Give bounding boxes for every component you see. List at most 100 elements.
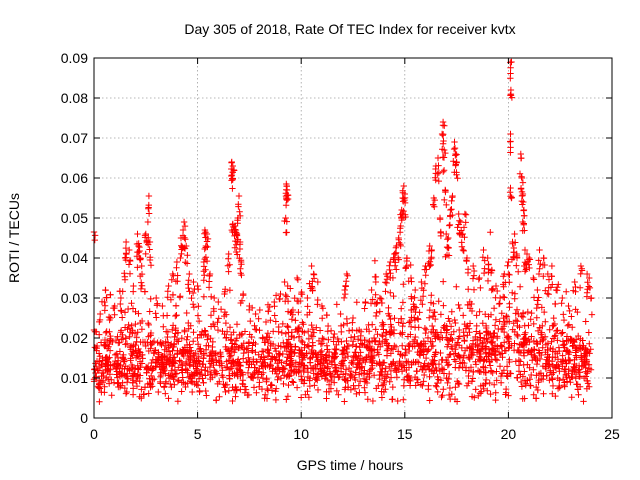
data-point	[403, 358, 410, 365]
data-point	[147, 345, 154, 352]
data-point	[583, 385, 591, 392]
data-point	[434, 379, 441, 387]
data-point	[491, 381, 498, 388]
data-point	[304, 365, 311, 372]
data-point	[558, 330, 565, 337]
data-point	[350, 352, 357, 360]
data-point	[432, 174, 439, 181]
data-point	[96, 353, 104, 360]
data-point	[520, 221, 527, 228]
data-point	[569, 343, 576, 350]
data-point	[304, 294, 311, 302]
data-point	[264, 330, 272, 337]
data-point	[454, 175, 461, 182]
data-point	[363, 343, 370, 351]
data-point	[525, 261, 532, 268]
data-point	[476, 330, 483, 337]
data-point	[545, 291, 552, 298]
data-point	[136, 348, 143, 355]
data-point	[97, 310, 104, 318]
data-point	[305, 335, 313, 343]
data-point	[231, 244, 239, 251]
data-point	[91, 232, 99, 239]
data-point	[505, 333, 512, 340]
data-point	[195, 375, 203, 382]
data-point	[588, 311, 596, 318]
data-point	[528, 347, 535, 354]
data-point	[373, 360, 380, 367]
data-point	[213, 359, 220, 366]
data-point	[406, 382, 414, 389]
data-point	[295, 324, 303, 331]
data-point	[112, 336, 120, 344]
data-point	[116, 383, 124, 391]
data-point	[101, 336, 109, 344]
data-point	[392, 343, 400, 351]
data-point	[582, 345, 589, 352]
data-point	[584, 377, 591, 385]
data-point	[542, 341, 550, 348]
data-point	[479, 254, 487, 261]
data-point	[361, 305, 368, 312]
data-point	[117, 361, 124, 369]
data-point	[126, 270, 134, 277]
data-point	[339, 351, 346, 358]
data-point	[389, 383, 396, 391]
data-point	[465, 367, 473, 374]
data-point	[492, 396, 499, 404]
data-point	[379, 333, 386, 340]
data-point	[383, 279, 390, 287]
data-point	[217, 306, 225, 313]
data-point	[472, 386, 479, 393]
data-point	[552, 332, 559, 339]
data-point	[282, 229, 290, 236]
data-point	[434, 388, 441, 396]
data-point	[492, 389, 499, 396]
data-point	[368, 286, 375, 294]
data-point	[530, 366, 537, 373]
data-point	[508, 194, 515, 202]
data-point	[396, 358, 403, 365]
data-point	[233, 369, 240, 376]
data-point	[258, 371, 265, 378]
data-point	[204, 336, 211, 343]
data-point	[437, 232, 445, 240]
data-point	[372, 326, 379, 333]
data-point	[254, 374, 262, 381]
data-point	[206, 363, 214, 371]
data-point	[294, 276, 302, 283]
data-point	[111, 311, 118, 318]
data-point	[147, 295, 154, 303]
data-point	[535, 376, 542, 384]
data-point	[267, 361, 274, 368]
data-point	[469, 375, 476, 382]
data-point	[275, 328, 282, 335]
data-point	[561, 381, 568, 389]
data-point	[107, 314, 114, 322]
data-point	[119, 365, 126, 372]
data-point	[266, 303, 273, 311]
data-point	[556, 377, 563, 384]
data-point	[235, 201, 242, 208]
data-point	[135, 353, 142, 360]
data-point	[501, 328, 508, 336]
data-point	[382, 336, 390, 343]
data-point	[318, 373, 325, 380]
data-point	[112, 351, 119, 359]
data-point	[487, 269, 495, 277]
data-point	[240, 292, 247, 299]
data-point	[237, 372, 244, 380]
data-point	[155, 357, 162, 364]
data-point	[418, 284, 426, 292]
data-point	[308, 321, 315, 329]
data-point	[131, 370, 138, 377]
data-point	[432, 348, 440, 356]
data-point	[235, 192, 243, 200]
data-point	[229, 169, 236, 176]
data-point	[103, 294, 110, 301]
data-point	[283, 396, 290, 403]
data-point	[460, 247, 467, 255]
data-point	[179, 232, 187, 239]
data-point	[464, 332, 471, 339]
data-point	[183, 309, 190, 317]
